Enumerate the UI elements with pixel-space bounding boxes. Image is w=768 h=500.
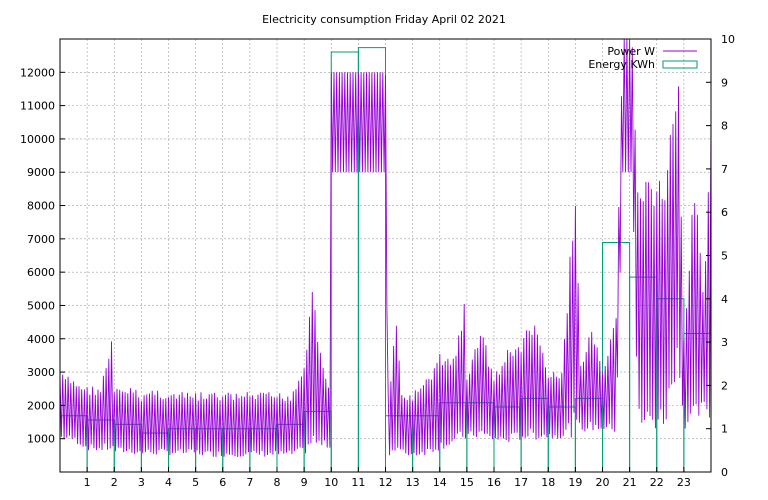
y-right-tick-label: 1 [721, 423, 728, 436]
x-tick-label: 1 [84, 476, 91, 489]
legend-power-label: Power W [607, 45, 655, 58]
y-left-tick-label: 2000 [27, 399, 55, 412]
x-tick-label: 7 [246, 476, 253, 489]
y-right-tick-label: 6 [721, 206, 728, 219]
x-tick-label: 4 [165, 476, 172, 489]
power-line [59, 38, 712, 458]
power-series [59, 38, 712, 458]
y-right-tick-label: 5 [721, 250, 728, 263]
legend-energy-label: Energy KWh [588, 58, 655, 71]
energy-series [59, 47, 712, 472]
x-tick-label: 3 [138, 476, 145, 489]
x-tick-label: 15 [460, 476, 474, 489]
x-tick-label: 6 [219, 476, 226, 489]
x-tick-label: 11 [351, 476, 365, 489]
x-tick-label: 5 [192, 476, 199, 489]
legend-energy-swatch [662, 60, 698, 69]
x-tick-label: 8 [274, 476, 281, 489]
y-right-tick-label: 7 [721, 163, 728, 176]
x-tick-label: 21 [623, 476, 637, 489]
x-tick-label: 16 [487, 476, 501, 489]
x-tick-label: 9 [301, 476, 308, 489]
y-left-tick-label: 5000 [27, 299, 55, 312]
y-right-tick-label: 3 [721, 336, 728, 349]
y-right-tick-label: 10 [721, 33, 735, 46]
y-right-tick-label: 0 [721, 466, 728, 479]
y-left-tick-label: 1000 [27, 433, 55, 446]
y-right-tick-label: 8 [721, 120, 728, 133]
energy-bar [357, 47, 386, 472]
x-tick-label: 12 [379, 476, 393, 489]
x-tick-label: 2 [111, 476, 118, 489]
y-left-tick-label: 11000 [20, 100, 55, 113]
x-tick-label: 18 [541, 476, 555, 489]
y-left-tick-label: 3000 [27, 366, 55, 379]
x-tick-label: 22 [650, 476, 664, 489]
x-axis-ticks: 1 2 3 4 5 6 7 8 9 10 11 12 13 14 15 16 17 18 19 20 21 22 23 [84, 467, 691, 489]
y-right-axis-ticks: 0 1 2 3 4 5 6 7 8 9 10 [706, 33, 735, 479]
y-left-tick-label: 9000 [27, 166, 55, 179]
y-right-tick-label: 9 [721, 76, 728, 89]
chart-title: Electricity consumption Friday April 02 … [262, 13, 506, 26]
x-tick-label: 23 [677, 476, 691, 489]
y-left-tick-label: 6000 [27, 266, 55, 279]
y-left-tick-label: 12000 [20, 66, 55, 79]
y-right-tick-label: 4 [721, 293, 728, 306]
y-left-tick-label: 7000 [27, 233, 55, 246]
y-left-tick-label: 10000 [20, 133, 55, 146]
y-left-tick-label: 8000 [27, 200, 55, 213]
energy-bar [330, 51, 359, 472]
x-tick-label: 10 [324, 476, 338, 489]
x-tick-label: 13 [406, 476, 420, 489]
legend: Power W Energy KWh [588, 45, 698, 71]
y-left-axis-ticks: 1000 2000 3000 4000 5000 6000 7000 8000 9000 1000… [20, 66, 65, 446]
x-tick-label: 20 [596, 476, 610, 489]
x-tick-label: 14 [433, 476, 447, 489]
x-tick-label: 19 [568, 476, 582, 489]
y-left-tick-label: 4000 [27, 333, 55, 346]
x-tick-label: 17 [514, 476, 528, 489]
y-right-tick-label: 2 [721, 379, 728, 392]
